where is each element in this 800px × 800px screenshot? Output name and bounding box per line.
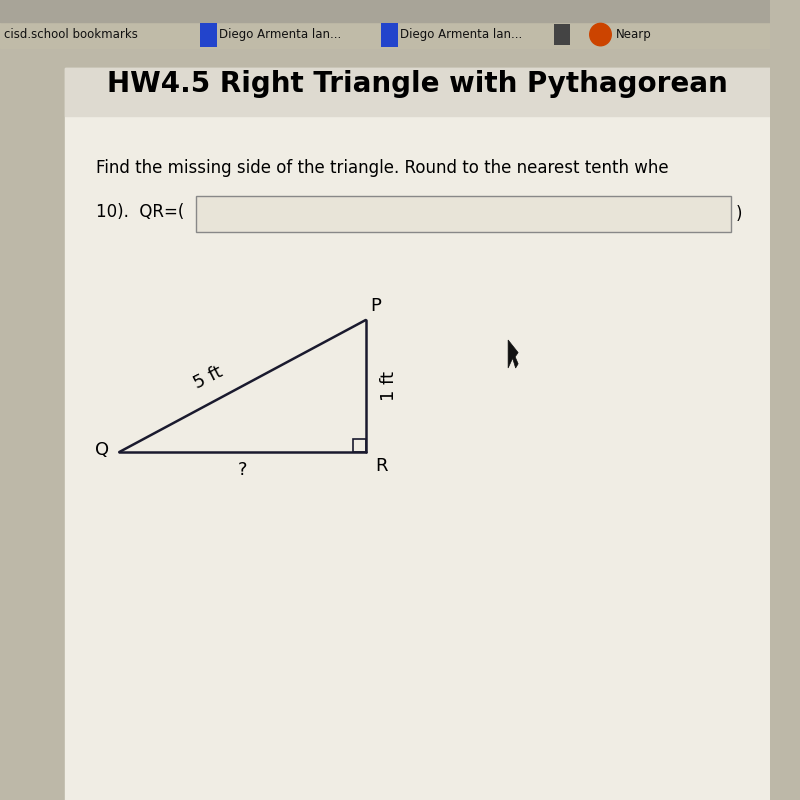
Text: ?: ? bbox=[238, 461, 247, 478]
FancyBboxPatch shape bbox=[554, 24, 570, 45]
Bar bbox=[0, 0, 770, 22]
FancyBboxPatch shape bbox=[381, 22, 398, 46]
Text: Diego Armenta lan...: Diego Armenta lan... bbox=[219, 28, 342, 41]
Text: 1 ft: 1 ft bbox=[380, 371, 398, 401]
Bar bbox=[196, 196, 731, 232]
FancyBboxPatch shape bbox=[200, 22, 217, 46]
Text: R: R bbox=[375, 458, 387, 475]
Text: 5 ft: 5 ft bbox=[190, 363, 226, 393]
Text: Find the missing side of the triangle. Round to the nearest tenth whe: Find the missing side of the triangle. R… bbox=[96, 159, 669, 177]
Bar bbox=[0, 0, 770, 48]
Text: 10).  QR=(: 10). QR=( bbox=[96, 203, 185, 221]
Text: Diego Armenta lan...: Diego Armenta lan... bbox=[400, 28, 522, 41]
Bar bbox=[66, 68, 770, 116]
Bar bbox=[354, 439, 366, 452]
Text: ): ) bbox=[735, 205, 742, 223]
Text: Nearp: Nearp bbox=[616, 28, 652, 41]
Circle shape bbox=[590, 23, 611, 46]
Text: P: P bbox=[370, 297, 381, 314]
Text: cisd.school bookmarks: cisd.school bookmarks bbox=[4, 28, 138, 41]
Polygon shape bbox=[508, 340, 518, 368]
Text: HW4.5 Right Triangle with Pythagorean: HW4.5 Right Triangle with Pythagorean bbox=[107, 70, 728, 98]
Text: Q: Q bbox=[95, 442, 110, 459]
